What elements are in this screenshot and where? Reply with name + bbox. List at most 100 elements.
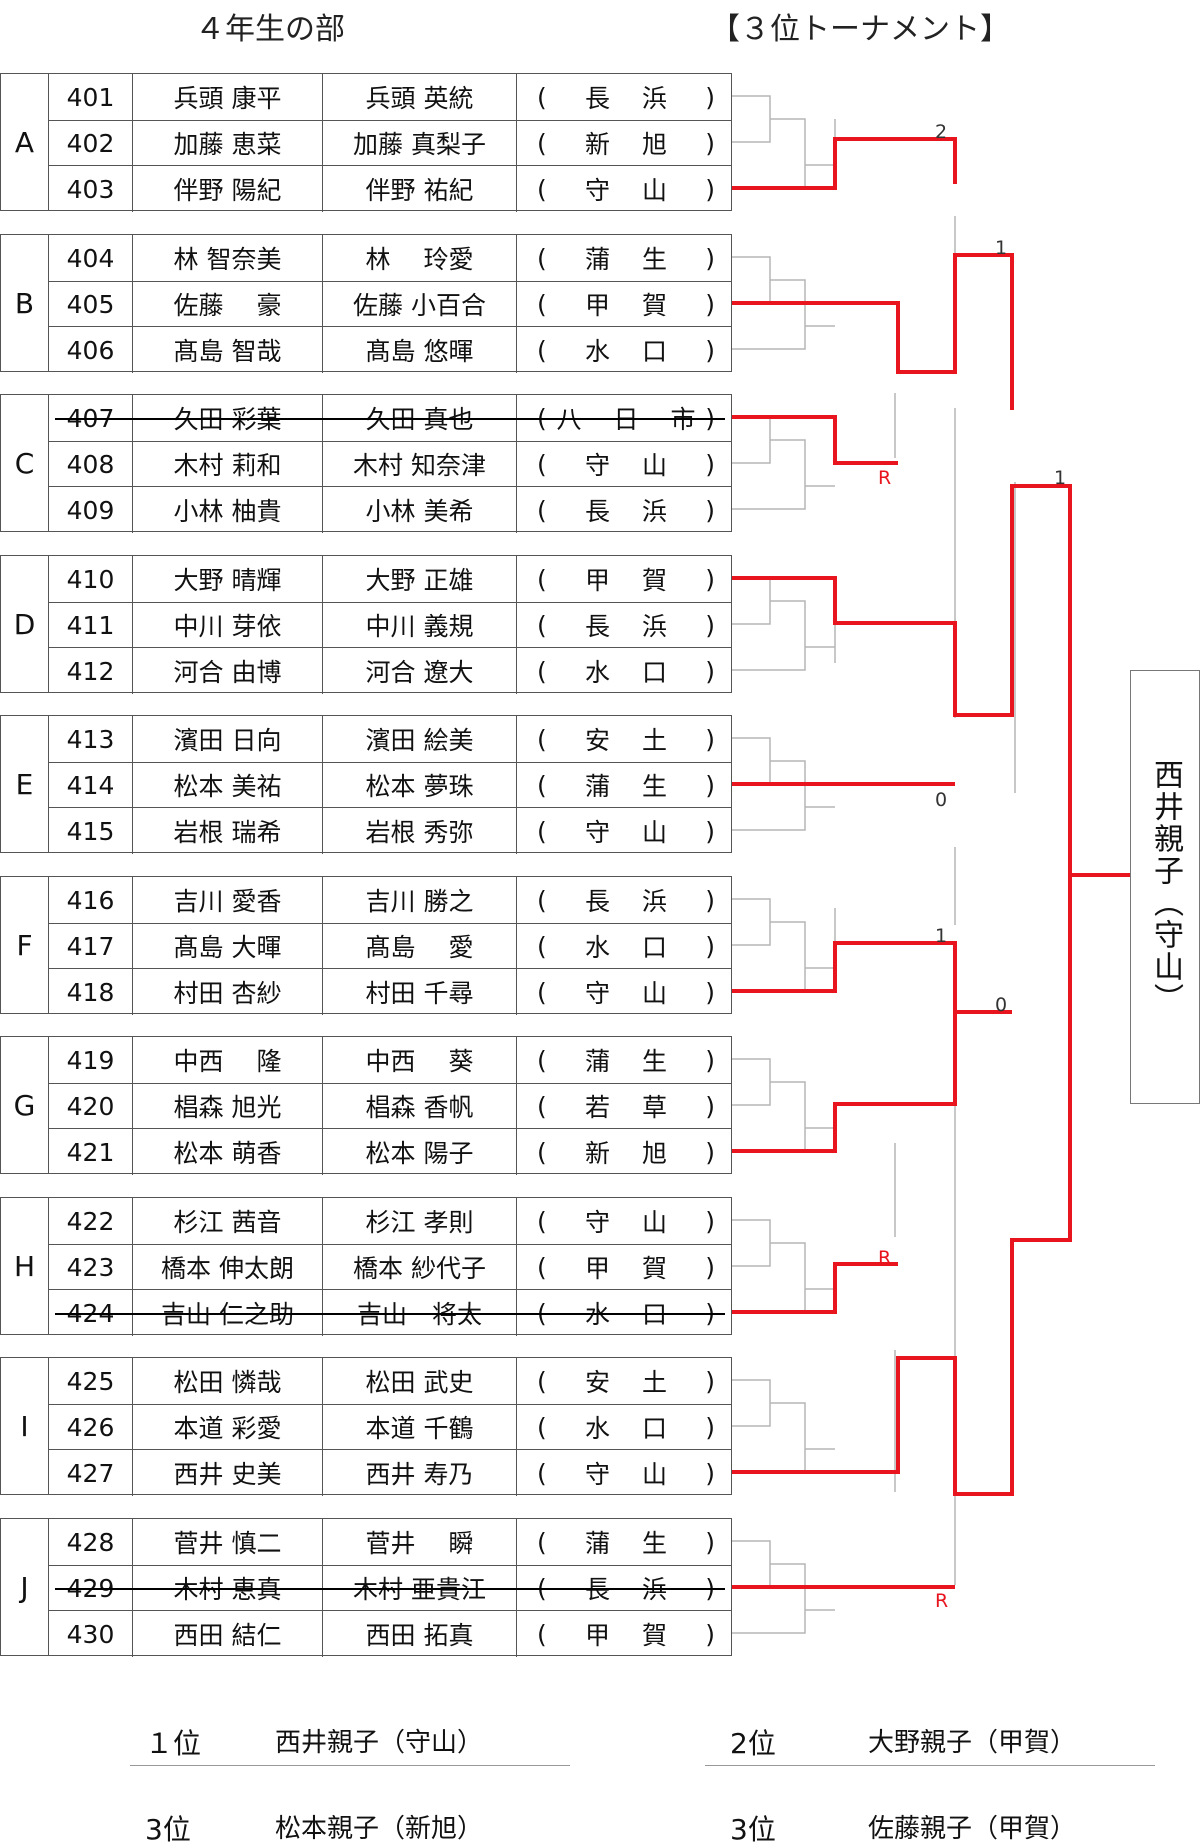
entry-row: 411 中川 芽依 中川 義規 (長浜) bbox=[49, 602, 731, 648]
parent-name: 濱田 絵美 bbox=[323, 716, 517, 762]
close-paren: ) bbox=[705, 1091, 715, 1121]
close-paren: ) bbox=[705, 1527, 715, 1557]
parent-name: 松田 武史 bbox=[323, 1358, 517, 1404]
bracket-tree-lines bbox=[834, 119, 1016, 1585]
team-cell: (守山) bbox=[517, 1198, 733, 1244]
open-paren: ( bbox=[537, 1366, 547, 1396]
entry-number: 426 bbox=[49, 1405, 133, 1449]
close-paren: ) bbox=[705, 931, 715, 961]
parent-name: 本道 千鶴 bbox=[323, 1405, 517, 1449]
result-rank-3a: 3位 bbox=[145, 1813, 191, 1846]
entry-row: 430 西田 結仁 西田 拓真 (甲賀) bbox=[49, 1611, 731, 1657]
group-round-robin-lines bbox=[732, 416, 835, 510]
child-name: 林 智奈美 bbox=[133, 235, 323, 281]
close-paren: ) bbox=[705, 289, 715, 319]
parent-name: 佐藤 小百合 bbox=[323, 282, 517, 326]
child-name: 西田 結仁 bbox=[133, 1611, 323, 1657]
entry-row: 426 本道 彩愛 本道 千鶴 (水口) bbox=[49, 1404, 731, 1450]
entry-number: 416 bbox=[49, 877, 133, 923]
group-round-robin-lines bbox=[732, 1058, 835, 1152]
open-paren: ( bbox=[537, 1252, 547, 1282]
close-paren: ) bbox=[705, 1458, 715, 1488]
tournament-title: 【３位トーナメント】 bbox=[710, 12, 1010, 47]
child-name: 西井 史美 bbox=[133, 1450, 323, 1496]
result-rank-1: １位 bbox=[145, 1727, 202, 1760]
close-paren: ) bbox=[705, 610, 715, 640]
open-paren: ( bbox=[537, 82, 547, 112]
entry-number: 402 bbox=[49, 121, 133, 165]
entry-number: 403 bbox=[49, 166, 133, 212]
team-name: 守山 bbox=[584, 1208, 699, 1237]
team-cell: (新旭) bbox=[517, 1129, 733, 1175]
team-cell: (守山) bbox=[517, 808, 733, 854]
open-paren: ( bbox=[537, 977, 547, 1007]
child-name: 椙森 旭光 bbox=[133, 1084, 323, 1128]
close-paren: ) bbox=[705, 82, 715, 112]
entry-number: 415 bbox=[49, 808, 133, 854]
open-paren: ( bbox=[537, 770, 547, 800]
entry-row: 414 松本 美祐 松本 夢珠 (蒲生) bbox=[49, 762, 731, 808]
entry-number: 406 bbox=[49, 327, 133, 373]
entry-row: 410 大野 晴輝 大野 正雄 (甲賀) bbox=[49, 556, 731, 602]
team-name: 長浜 bbox=[584, 887, 699, 916]
score-c: R bbox=[878, 467, 891, 489]
group-g: G 419 中西 隆中西 葵(蒲生) 420 椙森 旭光 椙森 香帆(若草) 421 松本 萌… bbox=[0, 1036, 733, 1175]
child-name: 佐藤 豪 bbox=[133, 282, 323, 326]
win-path-g bbox=[732, 1012, 957, 1153]
close-paren: ) bbox=[705, 1252, 715, 1282]
group-label: G bbox=[1, 1037, 49, 1173]
entry-row: 423 橋本 伸太朗 橋本 紗代子 ( 甲賀) bbox=[49, 1244, 731, 1290]
entry-number: 414 bbox=[49, 763, 133, 807]
team-cell: (新旭) bbox=[517, 121, 733, 165]
team-cell: (長浜) bbox=[517, 603, 733, 647]
champion-box: 西井親子（守山） bbox=[1130, 670, 1200, 1104]
entry-row: 421 松本 萌香 松本 陽子 (新旭) bbox=[49, 1129, 731, 1175]
team-cell: (甲賀) bbox=[517, 1611, 733, 1657]
close-paren: ) bbox=[705, 1206, 715, 1236]
team-cell: (長浜) bbox=[517, 74, 733, 120]
win-path-f bbox=[732, 941, 1012, 1014]
close-paren: ) bbox=[705, 1412, 715, 1442]
open-paren: ( bbox=[537, 1137, 547, 1167]
parent-name: 兵頭 英統 bbox=[323, 74, 517, 120]
entry-number: 423 bbox=[49, 1245, 133, 1289]
open-paren: ( bbox=[537, 656, 547, 686]
open-paren: ( bbox=[537, 1527, 547, 1557]
team-cell: (水口) bbox=[517, 648, 733, 694]
group-round-robin-lines bbox=[732, 1219, 835, 1313]
team-name: 水口 bbox=[584, 1414, 699, 1443]
score-j: R bbox=[935, 1590, 948, 1612]
open-paren: ( bbox=[537, 931, 547, 961]
group-round-robin-lines bbox=[732, 577, 835, 671]
team-name: 水口 bbox=[584, 658, 699, 687]
entry-number: 404 bbox=[49, 235, 133, 281]
team-name: 蒲生 bbox=[584, 1047, 699, 1076]
result-name-3a: 松本親子（新旭） bbox=[275, 1814, 484, 1844]
team-cell: (蒲生) bbox=[517, 763, 733, 807]
child-name: 橋本 伸太朗 bbox=[133, 1245, 323, 1289]
team-cell: (蒲生) bbox=[517, 1037, 733, 1083]
result-underline bbox=[705, 1765, 1155, 1766]
group-label: F bbox=[1, 877, 49, 1013]
result-name-1: 西井親子（守山） bbox=[275, 1728, 484, 1758]
parent-name: 菅井 瞬 bbox=[323, 1519, 517, 1565]
child-name: 吉川 愛香 bbox=[133, 877, 323, 923]
score-h: R bbox=[878, 1247, 891, 1269]
close-paren: ) bbox=[705, 174, 715, 204]
entry-row: 427 西井 史美 西井 寿乃 (守山) bbox=[49, 1450, 731, 1496]
entry-number: 405 bbox=[49, 282, 133, 326]
child-name: 髙島 智哉 bbox=[133, 327, 323, 373]
team-name: 新旭 bbox=[584, 1139, 699, 1168]
win-path-d bbox=[732, 484, 1130, 877]
entry-row: 428 菅井 慎二 菅井 瞬 (蒲生) bbox=[49, 1519, 731, 1565]
team-cell: (守山) bbox=[517, 969, 733, 1015]
parent-name: 橋本 紗代子 bbox=[323, 1245, 517, 1289]
group-label: I bbox=[1, 1358, 49, 1494]
result-rank-2: 2位 bbox=[730, 1727, 776, 1760]
team-name: 甲賀 bbox=[584, 1254, 699, 1283]
open-paren: ( bbox=[537, 128, 547, 158]
entry-row: 418 村田 杏紗 村田 千尋 (守山) bbox=[49, 969, 731, 1015]
entry-number: 420 bbox=[49, 1084, 133, 1128]
group-round-robin-lines bbox=[732, 898, 835, 992]
